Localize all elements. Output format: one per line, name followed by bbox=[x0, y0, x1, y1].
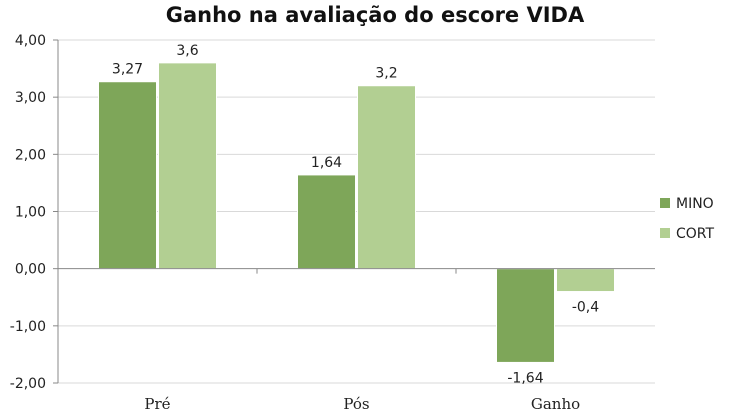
bar-mino-2 bbox=[496, 268, 555, 363]
bar-mino-0 bbox=[98, 81, 157, 270]
data-label: -1,64 bbox=[507, 370, 543, 386]
data-label: 1,64 bbox=[311, 155, 342, 171]
y-tick-label: 4,00 bbox=[15, 33, 46, 49]
x-tick-label: Pós bbox=[343, 395, 369, 413]
data-label: -0,4 bbox=[572, 300, 599, 316]
y-tick-label: -1,00 bbox=[10, 319, 46, 335]
legend-label-mino: MINO bbox=[676, 196, 714, 212]
legend-swatch-cort bbox=[660, 228, 670, 238]
y-tick-label: 2,00 bbox=[15, 147, 46, 163]
y-tick-label: 0,00 bbox=[15, 262, 46, 278]
chart-title: Ganho na avaliação do escore VIDA bbox=[165, 3, 585, 27]
x-tick-label: Pré bbox=[144, 395, 170, 413]
y-tick-label: -2,00 bbox=[10, 376, 46, 392]
data-label: 3,6 bbox=[176, 43, 198, 59]
y-tick-label: 3,00 bbox=[15, 90, 46, 106]
bar-mino-1 bbox=[297, 174, 356, 270]
legend-swatch-mino bbox=[660, 198, 670, 208]
x-tick-label: Ganho bbox=[531, 395, 580, 413]
bar-cort-1 bbox=[357, 85, 416, 270]
legend-label-cort: CORT bbox=[676, 226, 715, 242]
y-tick-label: 1,00 bbox=[15, 205, 46, 221]
data-label: 3,2 bbox=[375, 66, 397, 82]
data-label: 3,27 bbox=[112, 62, 143, 78]
bar-cort-0 bbox=[158, 62, 217, 270]
bar-cort-2 bbox=[556, 268, 615, 293]
